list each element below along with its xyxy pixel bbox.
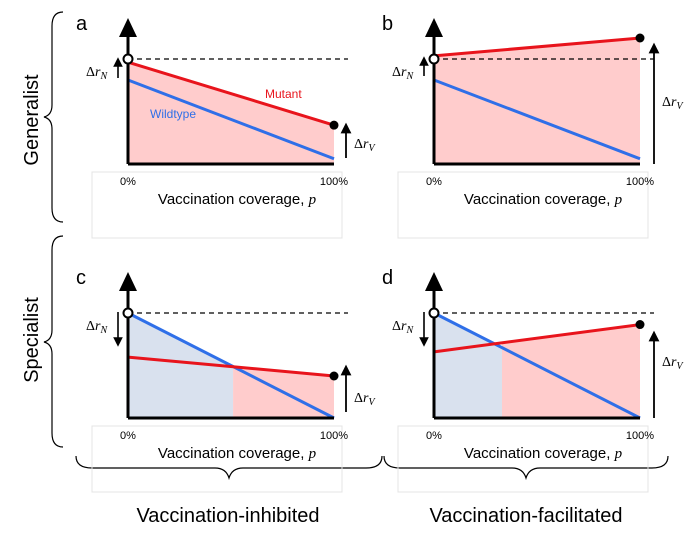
delta-rn-label: ΔrN	[86, 319, 108, 336]
row-label-specialist: Specialist	[21, 297, 43, 383]
y-axis-arrowhead	[119, 272, 137, 291]
advantage-fill	[434, 38, 640, 164]
open-endpoint	[428, 53, 440, 65]
delta-rn-label: ΔrN	[392, 319, 414, 336]
mutant-label: Mutant	[265, 87, 302, 101]
panel-letter: c	[76, 267, 86, 289]
panel-frame	[91, 425, 343, 493]
mutant-region-fill	[501, 324, 640, 418]
open-endpoint	[122, 307, 134, 319]
delta-rn-label: ΔrN	[392, 65, 414, 82]
mutant-line	[433, 36, 641, 58]
delta-rv-label: ΔrV	[662, 95, 684, 112]
panel-letter: d	[382, 267, 393, 289]
x-axis-title: Vaccination coverage, p	[158, 191, 317, 208]
wildtype-line	[433, 78, 641, 161]
delta-rv-label: ΔrV	[354, 391, 376, 408]
tick-label-0: 0%	[426, 176, 442, 188]
column-label-facilitated: Vaccination-facilitated	[429, 505, 622, 527]
panel-a: a ΔrN ΔrV 0% 100%Vaccination coverage, p Muta…	[76, 13, 376, 239]
y-axis-arrowhead	[425, 272, 443, 291]
tick-label-100: 100%	[320, 176, 348, 188]
wildtype-region-fill	[128, 313, 234, 418]
wildtype-line	[433, 311, 641, 420]
mutant-line	[127, 355, 335, 378]
panel-c: c ΔrN ΔrV 0% 100%Vaccination coverage, p	[76, 267, 376, 493]
wildtype-label: Wildtype	[150, 107, 196, 121]
mutant-endpoint	[329, 120, 339, 130]
generalist-brace	[43, 11, 64, 223]
tick-label-0: 0%	[120, 430, 136, 442]
panel-letter: a	[76, 13, 88, 35]
column-label-inhibited: Vaccination-inhibited	[136, 505, 319, 527]
panel-d: d ΔrN ΔrV 0% 100%Vaccination coverage, p	[382, 267, 684, 493]
row-label-generalist: Generalist	[21, 74, 43, 166]
mutant-endpoint	[635, 320, 645, 330]
specialist-brace	[43, 235, 64, 448]
open-endpoint	[428, 307, 440, 319]
tick-label-100: 100%	[626, 176, 654, 188]
tick-label-0: 0%	[426, 430, 442, 442]
mutant-endpoint	[635, 33, 645, 43]
panel-frame	[91, 171, 343, 239]
wildtype-line	[127, 78, 335, 161]
inhibited-brace	[75, 455, 383, 481]
y-axis-arrowhead	[425, 18, 443, 37]
open-endpoint	[122, 53, 134, 65]
delta-rv-label: ΔrV	[662, 355, 684, 372]
panel-letter: b	[382, 13, 393, 35]
mutant-endpoint	[329, 371, 339, 381]
mutant-line	[127, 60, 335, 127]
tick-label-0: 0%	[120, 176, 136, 188]
x-axis-title: Vaccination coverage, p	[158, 445, 317, 462]
panel-frame	[397, 425, 649, 493]
x-axis-title: Vaccination coverage, p	[464, 445, 623, 462]
tick-label-100: 100%	[626, 430, 654, 442]
panel-frame	[397, 171, 649, 239]
delta-rv-label: ΔrV	[354, 137, 376, 154]
tick-label-100: 100%	[320, 430, 348, 442]
facilitated-brace	[383, 455, 669, 481]
delta-rn-label: ΔrN	[86, 65, 108, 82]
mutant-line	[433, 323, 641, 354]
x-axis-title: Vaccination coverage, p	[464, 191, 623, 208]
panel-b: b ΔrN ΔrV 0% 100%Vaccination coverage, p	[382, 13, 684, 239]
y-axis-arrowhead	[119, 18, 137, 37]
